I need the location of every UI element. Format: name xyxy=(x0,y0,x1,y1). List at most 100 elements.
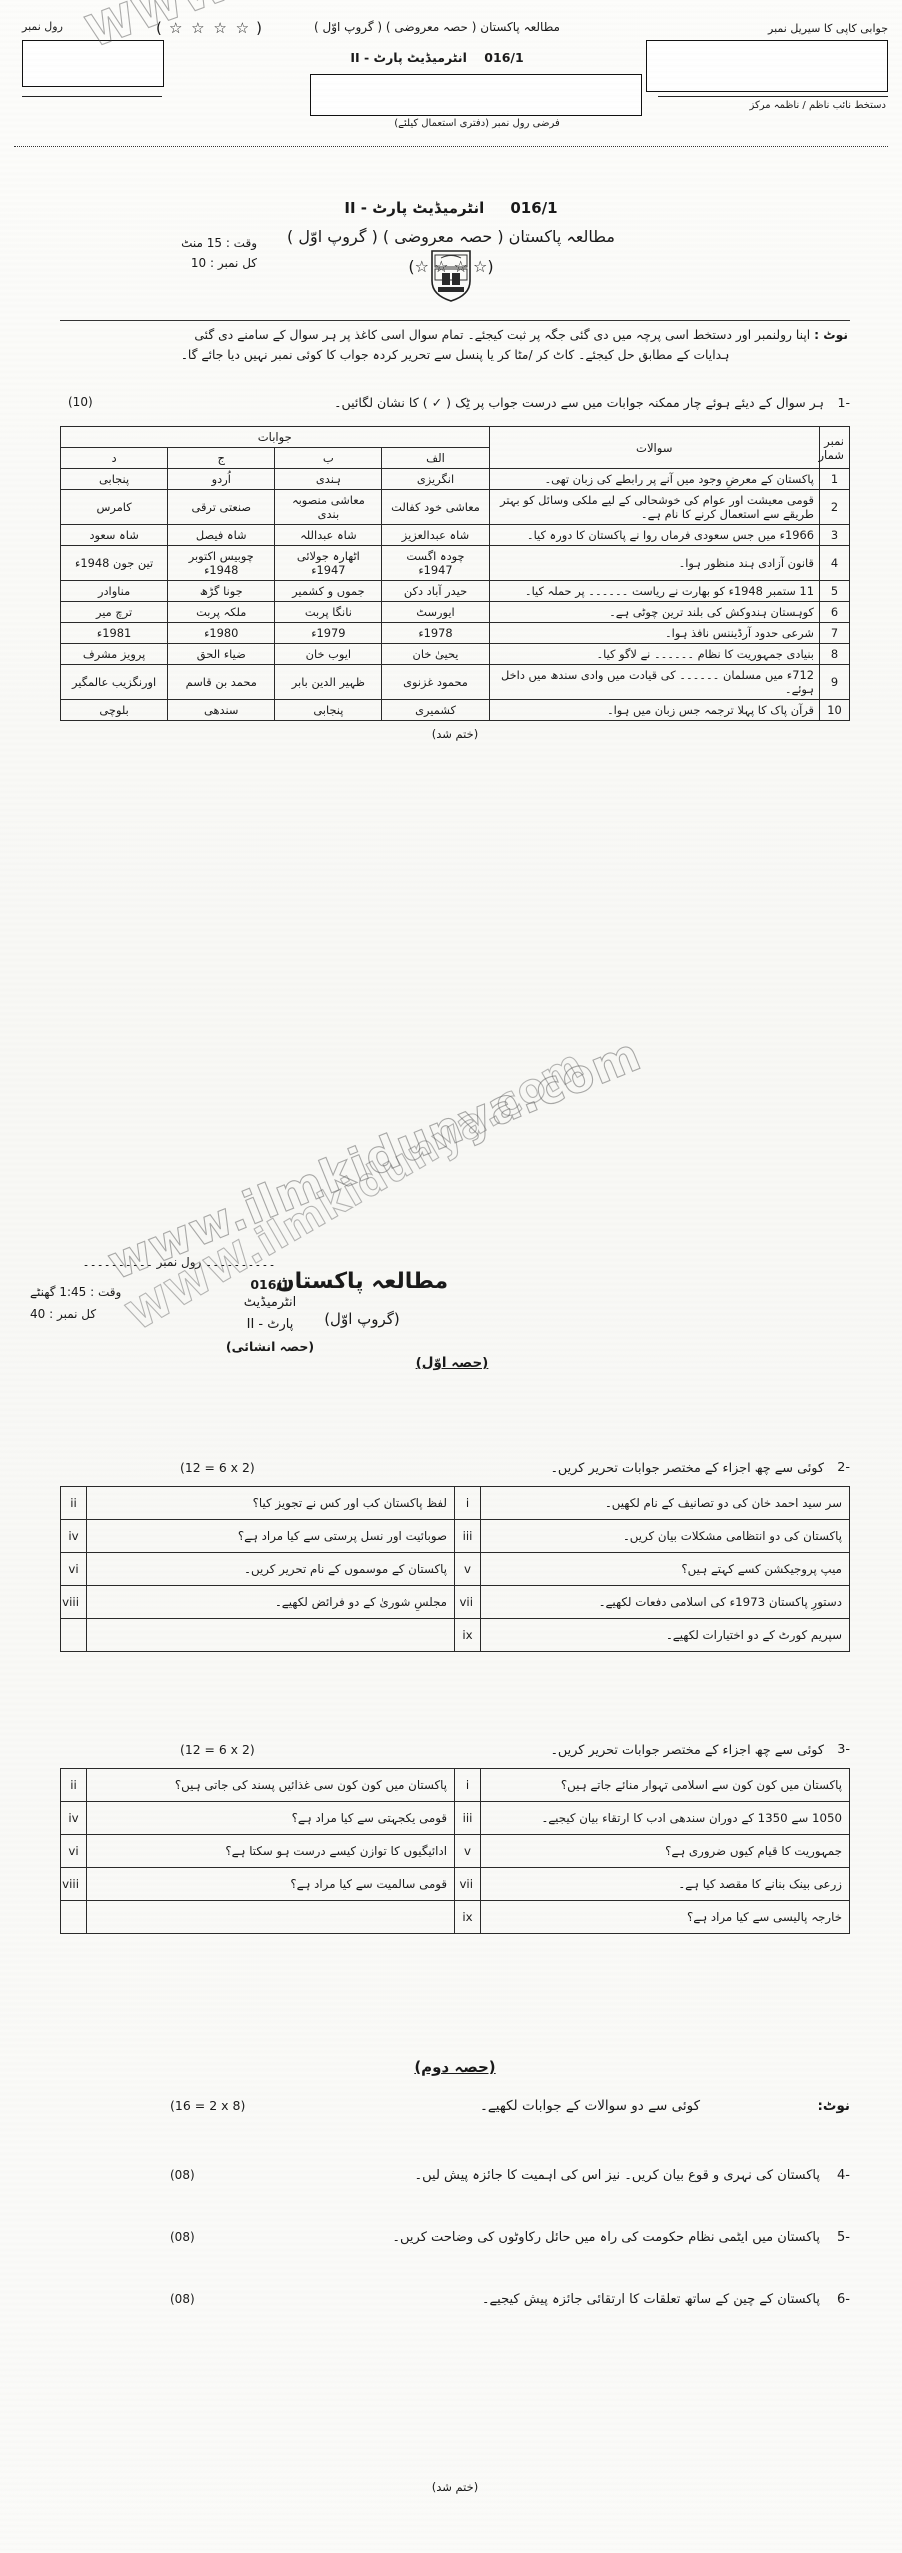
mcq-option-a[interactable]: محمود غزنوی xyxy=(381,664,490,700)
subjective-question: صوبائیت اور نسل پرستی سے کیا مراد ہے؟ xyxy=(86,1519,455,1553)
subjective-item-number: iii xyxy=(454,1519,481,1553)
mcq-option-c[interactable]: چوبیس اکتوبر 1948ء xyxy=(167,545,276,581)
note-line-2: ہدایات کے مطابق حل کیجئے۔ کاٹ کر /مٹا کر… xyxy=(180,348,730,362)
answer-copy-serial-box[interactable] xyxy=(646,40,888,92)
long-question-marks: (08) xyxy=(170,2168,195,2182)
mcq-option-a[interactable]: کشمیری xyxy=(381,699,490,721)
subjective-question: جمہوریت کا قیام کیوں ضروری ہے؟ xyxy=(480,1834,850,1868)
mcq-option-d[interactable]: ترچ میر xyxy=(59,601,169,623)
cut-dotted-line xyxy=(14,146,888,147)
table-row: 7 شرعی حدود آرڈیننس نافذ ہوا۔ 1978ء 1979ء 19… xyxy=(59,622,851,644)
mcq-option-b[interactable]: پنجابی xyxy=(274,699,383,721)
mcq-option-d[interactable]: اورنگزیب عالمگیر xyxy=(59,664,169,700)
list-item: سر سید احمد خان کی دو تصانیف کے نام لکھی… xyxy=(60,1486,850,1520)
mcq-option-c[interactable]: جونا گڑھ xyxy=(167,580,276,602)
mcq-serial: 7 xyxy=(818,622,851,644)
mcq-option-a[interactable]: یحییٰ خان xyxy=(381,643,490,665)
list-item: دستورِ پاکستان 1973ء کی اسلامی دفعات لکھ… xyxy=(60,1585,850,1619)
mcq-option-d[interactable]: مناوادر xyxy=(59,580,169,602)
mcq-question: پاکستان کے معرضِ وجود میں آنے پر رابطے ک… xyxy=(488,468,820,490)
long-question-marks: (08) xyxy=(170,2230,195,2244)
board-emblem-icon xyxy=(431,250,471,302)
mcq-option-a[interactable]: 1978ء xyxy=(381,622,490,644)
mcq-opt-label-d: د xyxy=(59,447,169,469)
mcq-option-c[interactable]: شاہ فیصل xyxy=(167,524,276,546)
paper-code-top: 016/1 xyxy=(484,50,524,65)
mcq-option-b[interactable]: شاہ عبداللہ xyxy=(274,524,383,546)
time-and-marks: وقت : 15 منٹ کل نمبر : 10 xyxy=(181,233,257,273)
mcq-option-d[interactable]: پنجابی xyxy=(59,468,169,490)
time-value: 15 منٹ xyxy=(181,236,222,250)
mcq-option-d[interactable]: شاہ سعود xyxy=(59,524,169,546)
mcq-option-a[interactable]: حیدر آباد دکن xyxy=(381,580,490,602)
mcq-option-b[interactable]: نانگا پربت xyxy=(274,601,383,623)
mcq-question: بنیادی جمہوریت کا نظام ۔۔۔۔۔۔ نے لاگو کی… xyxy=(488,643,820,665)
mcq-head-sr: نمبر شمار xyxy=(818,426,851,469)
time-row: وقت : 15 منٹ xyxy=(181,233,257,253)
q2-marks: (12 = 6 x 2) xyxy=(180,1460,255,1475)
mcq-option-b[interactable]: ظہیر الدین بابر xyxy=(274,664,383,700)
subjective-item-number: iv xyxy=(60,1519,87,1553)
subjective-item-number: ix xyxy=(454,1900,481,1934)
part-objective-label: ( حصہ معروضی ) xyxy=(382,227,504,246)
mcq-option-c[interactable]: سندھی xyxy=(167,699,276,721)
p2-time-value: 1:45 گھنٹے xyxy=(30,1285,87,1299)
roll-no-box-left[interactable] xyxy=(22,40,164,87)
paper-code: 016/1 xyxy=(510,199,558,217)
part2-header: ۔۔۔۔۔۔۔۔۔۔ رول نمبر ۔۔۔۔۔۔۔۔۔۔ 016/1 انٹ… xyxy=(0,1255,902,1445)
mcq-option-b[interactable]: ہندی xyxy=(274,468,383,490)
mcq-option-b[interactable]: جموں و کشمیر xyxy=(274,580,383,602)
mcq-question: 1966ء میں جس سعودی فرماں روا نے پاکستان … xyxy=(488,524,820,546)
mcq-option-a[interactable]: شاہ عبدالعزیز xyxy=(381,524,490,546)
mcq-option-d[interactable]: بلوچی xyxy=(59,699,169,721)
mcq-option-a[interactable]: معاشی خود کفالت xyxy=(381,489,490,525)
subjective-item-number xyxy=(60,1900,87,1934)
mcq-option-b[interactable]: اٹھارہ جولائی 1947ء xyxy=(274,545,383,581)
long-question-number: -4 xyxy=(837,2168,850,2183)
q3-text: کوئی سے چھ اجزاء کے مختصر جوابات تحریر ک… xyxy=(550,1743,824,1758)
p2-code: 016/1 xyxy=(155,1277,385,1292)
part2-roll-row: ۔۔۔۔۔۔۔۔۔۔ رول نمبر ۔۔۔۔۔۔۔۔۔۔ xyxy=(14,1255,344,1269)
group-label: ( گروپ اوّل ) xyxy=(287,227,378,246)
dummy-roll-box[interactable] xyxy=(310,74,642,116)
mcq-option-d[interactable]: 1981ء xyxy=(59,622,169,644)
mcq-option-b[interactable]: 1979ء xyxy=(274,622,383,644)
section2-note-text: کوئی سے دو سوالات کے جوابات لکھیے۔ xyxy=(479,2098,700,2114)
mcq-question: شرعی حدود آرڈیننس نافذ ہوا۔ xyxy=(488,622,820,644)
mcq-serial: 6 xyxy=(818,601,851,623)
mcq-option-b[interactable]: ایوب خان xyxy=(274,643,383,665)
mcq-option-a[interactable]: انگریزی xyxy=(381,468,490,490)
header-code-level: 016/1 انٹرمیڈیٹ پارٹ - II xyxy=(0,199,902,217)
list-item: سپریم کورٹ کے دو اختیارات لکھیے۔ ix xyxy=(60,1618,850,1652)
watermark-middle: www.ilmkidunya.com xyxy=(99,1026,649,1291)
mcq-option-d[interactable]: تین جون 1948ء xyxy=(59,545,169,581)
mcq-serial: 10 xyxy=(818,699,851,721)
mcq-option-c[interactable]: اُردو xyxy=(167,468,276,490)
subjective-item-number: ii xyxy=(60,1486,87,1520)
table-row: 5 11 ستمبر 1948ء کو بھارت نے ریاست ۔۔۔۔۔۔… xyxy=(59,580,851,602)
mcq-option-c[interactable]: ملکہ پربت xyxy=(167,601,276,623)
mcq-question: قومی معیشت اور عوام کی خوشحالی کے لیے مل… xyxy=(488,489,820,525)
mcq-option-d[interactable]: کامرس xyxy=(59,489,169,525)
mcq-option-c[interactable]: صنعتی ترقی xyxy=(167,489,276,525)
subjective-question: 1050 سے 1350 کے دوران سندھی ادب کا ارتقا… xyxy=(480,1801,850,1835)
mcq-header-row: نمبر شمار سوالات جوابات xyxy=(60,426,851,469)
answer-copy-serial-label: جوابی کاپی کا سیریل نمبر xyxy=(768,22,888,35)
mcq-option-d[interactable]: پرویز مشرف xyxy=(59,643,169,665)
mcq-option-c[interactable]: 1980ء xyxy=(167,622,276,644)
mcq-option-c[interactable]: محمد بن قاسم xyxy=(167,664,276,700)
subjective-item-number: vii xyxy=(454,1585,481,1619)
subjective-item-number: ii xyxy=(60,1768,87,1802)
subjective-question: قومی سالمیت سے کیا مراد ہے؟ xyxy=(86,1867,455,1901)
mcq-option-b[interactable]: معاشی منصوبہ بندی xyxy=(274,489,383,525)
mcq-option-a[interactable]: چودہ اگست 1947ء xyxy=(381,545,490,581)
mcq-option-a[interactable]: ایورسٹ xyxy=(381,601,490,623)
mcq-serial: 8 xyxy=(818,643,851,665)
q1-marks: (10) xyxy=(68,395,93,409)
note-top-rule xyxy=(60,320,850,321)
identity-strip: جوابی کاپی کا سیریل نمبر مطالعہ پاکستان … xyxy=(0,0,902,150)
list-item: میپ پروجیکشن کسے کہتے ہیں؟ v پاکستان کے مو… xyxy=(60,1552,850,1586)
mcq-option-c[interactable]: ضیاء الحق xyxy=(167,643,276,665)
table-row: 1 پاکستان کے معرضِ وجود میں آنے پر رابطے … xyxy=(59,468,851,490)
